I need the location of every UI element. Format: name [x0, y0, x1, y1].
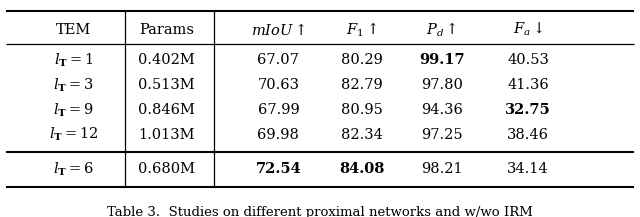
Text: 0.846M: 0.846M	[138, 103, 195, 117]
Text: 0.402M: 0.402M	[138, 53, 195, 67]
Text: 67.07: 67.07	[257, 53, 300, 67]
Text: $l_{\mathbf{T}} = 3$: $l_{\mathbf{T}} = 3$	[53, 76, 94, 94]
Text: 32.75: 32.75	[505, 103, 551, 117]
Text: 40.53: 40.53	[507, 53, 549, 67]
Text: 38.46: 38.46	[507, 128, 549, 142]
Text: 82.79: 82.79	[340, 78, 383, 92]
Text: 41.36: 41.36	[507, 78, 549, 92]
Text: 98.21: 98.21	[420, 162, 463, 176]
Text: 97.25: 97.25	[420, 128, 463, 142]
Text: 72.54: 72.54	[255, 162, 301, 176]
Text: 99.17: 99.17	[419, 53, 465, 67]
Text: 80.95: 80.95	[340, 103, 383, 117]
Text: $l_{\mathbf{T}} = 9$: $l_{\mathbf{T}} = 9$	[53, 101, 94, 118]
Text: 0.680M: 0.680M	[138, 162, 195, 176]
Text: 80.29: 80.29	[340, 53, 383, 67]
Text: Params: Params	[139, 23, 194, 37]
Text: $P_d\uparrow$: $P_d\uparrow$	[426, 20, 457, 39]
Text: $l_{\mathbf{T}} = 12$: $l_{\mathbf{T}} = 12$	[49, 126, 99, 143]
Text: 0.513M: 0.513M	[138, 78, 195, 92]
Text: $l_{\mathbf{T}} = 1$: $l_{\mathbf{T}} = 1$	[54, 51, 93, 69]
Text: Table 3.  Studies on different proximal networks and w/wo IRM: Table 3. Studies on different proximal n…	[107, 206, 533, 217]
Text: 1.013M: 1.013M	[138, 128, 195, 142]
Text: TEM: TEM	[56, 23, 92, 37]
Text: 70.63: 70.63	[257, 78, 300, 92]
Text: 84.08: 84.08	[339, 162, 384, 176]
Text: 82.34: 82.34	[340, 128, 383, 142]
Text: 67.99: 67.99	[257, 103, 300, 117]
Text: $F_a\downarrow$: $F_a\downarrow$	[513, 21, 543, 38]
Text: $mIoU\uparrow$: $mIoU\uparrow$	[251, 22, 306, 38]
Text: 94.36: 94.36	[420, 103, 463, 117]
Text: $F_1\uparrow$: $F_1\uparrow$	[346, 20, 377, 39]
Text: 34.14: 34.14	[507, 162, 549, 176]
Text: 97.80: 97.80	[420, 78, 463, 92]
Text: $l_{\mathbf{T}} = 6$: $l_{\mathbf{T}} = 6$	[53, 160, 94, 178]
Text: 69.98: 69.98	[257, 128, 300, 142]
